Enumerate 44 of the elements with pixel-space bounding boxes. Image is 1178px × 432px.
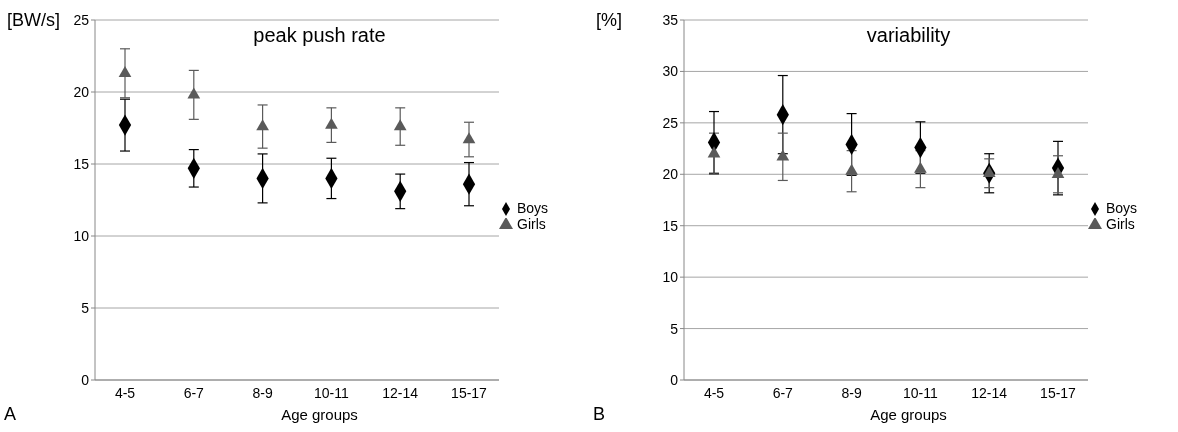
- y-tick-label: 20: [662, 166, 679, 183]
- y-tick-label: 10: [662, 269, 679, 286]
- legend-label: Boys: [517, 199, 549, 216]
- y-tick-label: 0: [670, 371, 679, 388]
- y-tick-label: 5: [81, 299, 90, 316]
- x-tick-label: 6-7: [183, 384, 205, 401]
- y-tick-label: 20: [73, 83, 90, 100]
- y-tick-label: 15: [662, 217, 679, 234]
- point: [462, 132, 476, 144]
- chart-title: peak push rate: [252, 24, 387, 47]
- point: [325, 117, 338, 129]
- point: [256, 119, 269, 131]
- x-axis-title: Age groups: [869, 406, 948, 423]
- y-tick-label: 25: [662, 114, 679, 131]
- x-tick-label: 15-17: [1040, 384, 1077, 401]
- x-tick-label: 4-5: [114, 384, 136, 401]
- legend-label: Girls: [517, 216, 546, 232]
- point: [187, 87, 201, 99]
- y-axis-title: [%]: [596, 10, 623, 31]
- x-tick-label: 15-17: [451, 384, 488, 401]
- y-tick-label: 25: [73, 11, 90, 28]
- y-tick-label: 5: [670, 320, 679, 337]
- x-axis-title: Age groups: [280, 406, 359, 423]
- y-axis-title: [BW/s]: [7, 10, 60, 31]
- y-tick-label: 10: [73, 227, 90, 244]
- legend-label: Girls: [1106, 216, 1135, 232]
- chart-title: variability: [865, 24, 952, 47]
- x-tick-label: 6-7: [772, 384, 794, 401]
- x-tick-label: 12-14: [382, 384, 419, 401]
- legend-label: Boys: [1106, 199, 1138, 216]
- y-tick-label: 30: [662, 63, 679, 80]
- x-tick-label: 10-11: [903, 384, 938, 401]
- x-tick-label: 4-5: [703, 384, 725, 401]
- x-tick-label: 10-11: [314, 384, 349, 401]
- y-tick-label: 35: [662, 11, 679, 28]
- point: [118, 65, 132, 77]
- y-tick-label: 15: [73, 155, 90, 172]
- x-tick-label: 12-14: [971, 384, 1008, 401]
- x-tick-label: 8-9: [252, 384, 273, 401]
- point: [393, 119, 407, 131]
- x-tick-label: 8-9: [841, 384, 862, 401]
- y-tick-label: 0: [81, 371, 90, 388]
- text: A: [4, 404, 17, 425]
- text: B: [593, 404, 606, 425]
